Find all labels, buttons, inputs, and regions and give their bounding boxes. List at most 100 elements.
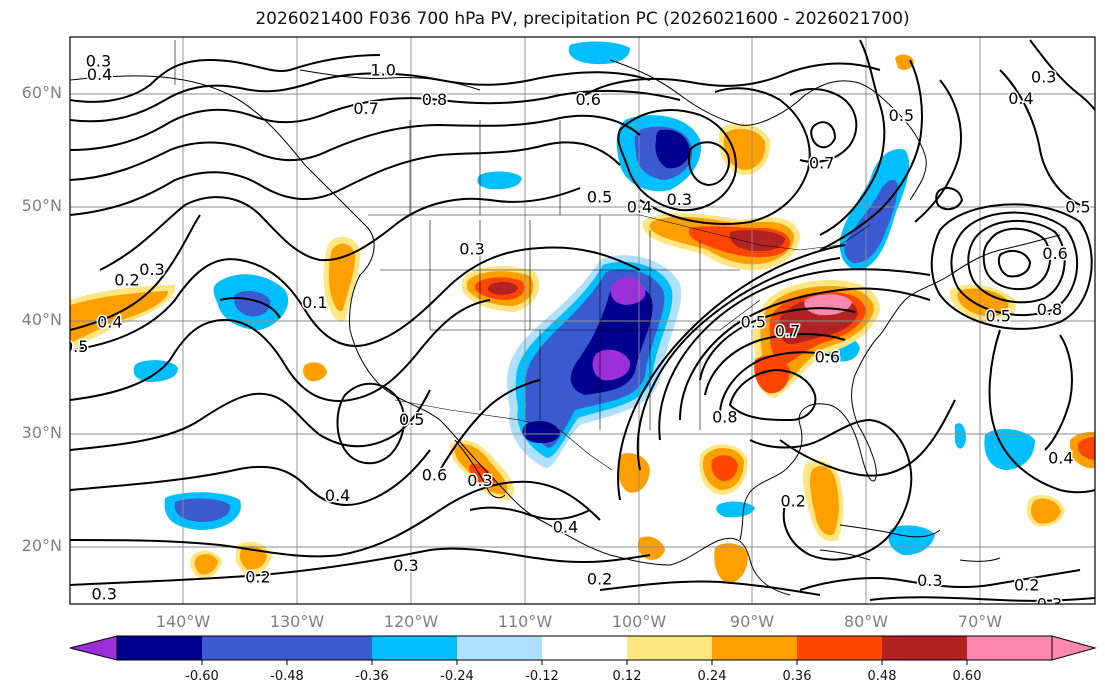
pv-contour [699, 307, 856, 381]
contour-label: 0.4 [87, 65, 112, 84]
contour-label-layer: 0.30.4 1.00.7 0.8 0.60.50.40.30.70.50.4 0.30… [63, 50, 1092, 604]
contour-label: 0.6 [1042, 244, 1067, 263]
pv-contour [70, 89, 681, 151]
contour-label: 0.3 [917, 571, 942, 590]
positive-anomaly-region [729, 230, 785, 252]
pv-contour [679, 287, 931, 421]
latitude-label: 20°N [21, 536, 62, 555]
pv-contour [70, 114, 641, 181]
negative-anomaly-region [133, 360, 178, 382]
pv-contour [636, 257, 841, 471]
contour-label: 0.5 [63, 337, 88, 356]
pv-contour [749, 418, 913, 561]
contour-label: 0.4 [627, 198, 652, 217]
contour-label: 0.3 [393, 556, 418, 575]
pv-contour [70, 214, 201, 331]
colorbar-bin [202, 636, 287, 660]
contour-label: 0.3 [139, 260, 164, 279]
contour-label: 1.0 [370, 61, 395, 80]
contour-label: 0.8 [422, 90, 447, 109]
negative-anomaly-region [610, 276, 646, 305]
negative-anomaly-region [655, 129, 690, 169]
positive-anomaly-region [194, 553, 218, 575]
pv-contour [930, 203, 1093, 330]
contour-label: 0.5 [985, 307, 1010, 326]
contour-label: 0.4 [325, 486, 350, 505]
precip-anomaly-shading [70, 41, 1095, 584]
positive-anomaly-region [1030, 498, 1061, 524]
positive-anomaly-region [487, 281, 518, 295]
contour-label: 0.3 [1031, 67, 1056, 86]
colorbar-tick-label: 0.24 [697, 669, 727, 684]
longitude-label: 120°W [383, 612, 439, 631]
positive-anomaly-region [895, 54, 914, 70]
colorbar-outline [116, 635, 1053, 661]
latitude-label: 40°N [21, 310, 62, 329]
negative-anomaly-region [522, 420, 560, 444]
longitude-label: 90°W [729, 612, 775, 631]
pv-contour [999, 69, 1081, 206]
pv-contour [819, 59, 923, 251]
colorbar-tick-label: 0.36 [782, 669, 812, 684]
contour-label: 0.3 [467, 471, 492, 490]
colorbar-bin [967, 636, 1052, 660]
positive-anomaly-region [754, 355, 790, 394]
pv-contour [70, 71, 651, 123]
contour-label: 0.6 [422, 465, 447, 484]
colorbar [69, 635, 1097, 665]
contour-label: 0.7 [353, 99, 378, 118]
positive-anomaly-region [328, 243, 356, 311]
contour-label: 0.2 [114, 270, 139, 289]
positive-anomaly-region [617, 453, 650, 493]
positive-anomaly-region [723, 128, 766, 170]
pv-contour [70, 141, 621, 216]
colorbar-tick-label: -0.12 [525, 669, 559, 684]
map-title: 2026021400 F036 700 hPa PV, precipitatio… [255, 9, 910, 29]
pv-contour [997, 249, 1032, 278]
positive-anomaly-region [711, 455, 738, 482]
pv-contour [639, 87, 811, 225]
longitude-label: 110°W [497, 612, 553, 631]
contour-label: 0.3 [667, 190, 692, 209]
negative-anomaly-region [477, 171, 522, 190]
contour-label: 0.4 [1048, 448, 1073, 467]
pv-contour [869, 596, 1095, 602]
contour-label: 0.2 [780, 491, 805, 510]
contour-label: 0.4 [97, 312, 122, 331]
colorbar-bin [627, 636, 712, 660]
contour-label: 0.3 [459, 240, 484, 259]
pv-contour [810, 121, 837, 149]
pv-contour [982, 227, 1051, 290]
contour-label: 0.2 [587, 570, 612, 589]
negative-anomaly-region [174, 498, 231, 522]
pv-contour [789, 88, 858, 163]
positive-anomaly-region [714, 543, 748, 584]
pv-contour [70, 54, 381, 103]
contour-label: 0.1 [302, 293, 327, 312]
pv-contour [799, 569, 1081, 591]
negative-anomaly-region [955, 423, 966, 449]
pv-contour [70, 547, 651, 586]
contour-label: 0.8 [1037, 300, 1062, 319]
colorbar-bin [287, 636, 372, 660]
contour-label: 0.4 [553, 518, 578, 537]
pv-contour [219, 297, 281, 319]
contour-label: 0.5 [1065, 198, 1090, 217]
positive-anomaly-region [957, 288, 1009, 317]
colorbar-arrow-right [1051, 635, 1097, 661]
contour-label: 0.5 [587, 188, 612, 207]
positive-anomaly-region [1078, 436, 1095, 460]
positive-anomaly-region [810, 466, 839, 536]
colorbar-tick-label: -0.36 [355, 669, 389, 684]
negative-anomaly-region [592, 349, 631, 381]
pv-contour [728, 368, 817, 422]
pv-contour [779, 399, 956, 477]
pv-contour [914, 79, 962, 223]
colorbar-tick-label: 0.60 [952, 669, 982, 684]
latitude-label: 50°N [21, 196, 62, 215]
negative-anomaly-region [984, 428, 1035, 470]
colorbar-bin [117, 636, 202, 660]
contour-label: 0.4 [1008, 89, 1033, 108]
pv-contour [336, 382, 406, 465]
